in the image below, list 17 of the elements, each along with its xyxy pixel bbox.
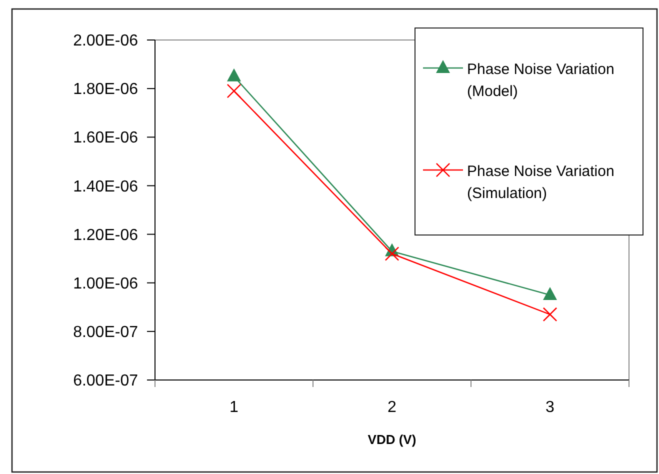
x-axis-title: VDD (V) xyxy=(368,432,416,447)
point xyxy=(227,68,241,82)
x-tick-label: 2 xyxy=(388,399,397,416)
y-tick-label: 1.40E-06 xyxy=(73,178,138,196)
y-tick-label: 1.80E-06 xyxy=(73,81,138,98)
legend-label: Phase Noise Variation (Simulation) xyxy=(467,163,614,202)
y-tick-label: 1.00E-06 xyxy=(73,275,138,292)
y-tick-label: 8.00E-07 xyxy=(73,324,138,342)
y-tick-label: 1.60E-06 xyxy=(73,130,138,147)
x-tick-label: 1 xyxy=(230,399,239,416)
y-tick-label: 2.00E-06 xyxy=(73,32,138,50)
y-tick-label: 1.20E-06 xyxy=(73,226,138,244)
point xyxy=(543,287,557,300)
point xyxy=(385,246,399,261)
x-tick-label: 3 xyxy=(546,399,555,416)
legend-label: Phase Noise Variation (Model) xyxy=(467,61,614,100)
y-tick-label: 6.00E-07 xyxy=(73,372,138,390)
